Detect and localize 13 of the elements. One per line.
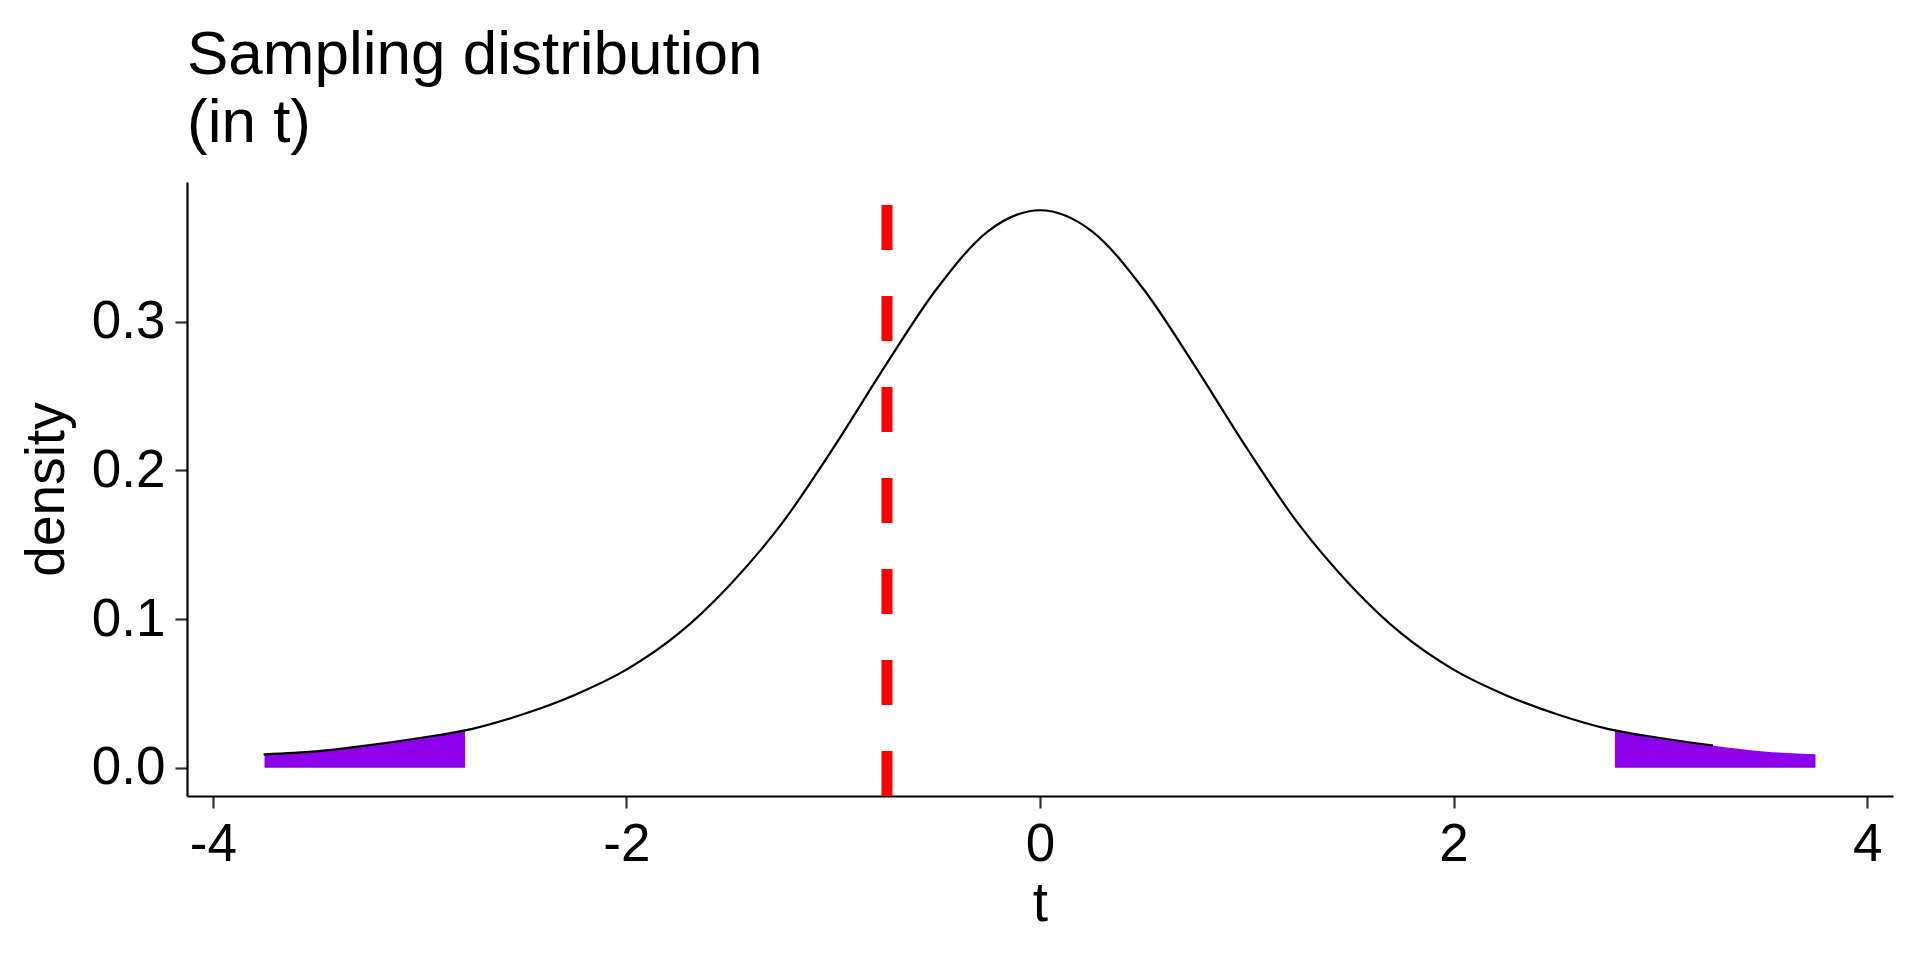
- x-tick-label: 2: [1439, 812, 1469, 872]
- x-tick-label: 4: [1852, 812, 1883, 872]
- y-tick-label: 0.1: [91, 587, 166, 647]
- y-tick-label: 0.2: [91, 438, 166, 498]
- x-tick-label: 0: [1025, 812, 1056, 872]
- y-axis-title: density: [13, 401, 76, 577]
- y-tick-label: 0.0: [91, 736, 166, 796]
- chart-title: Sampling distribution (in t): [187, 17, 763, 155]
- x-axis-title: t: [1032, 870, 1049, 933]
- x-tick-label: -2: [603, 812, 651, 872]
- line-series: [263, 209, 1714, 756]
- y-tick-label: 0.3: [91, 290, 166, 350]
- x-tick-label: -4: [189, 812, 237, 872]
